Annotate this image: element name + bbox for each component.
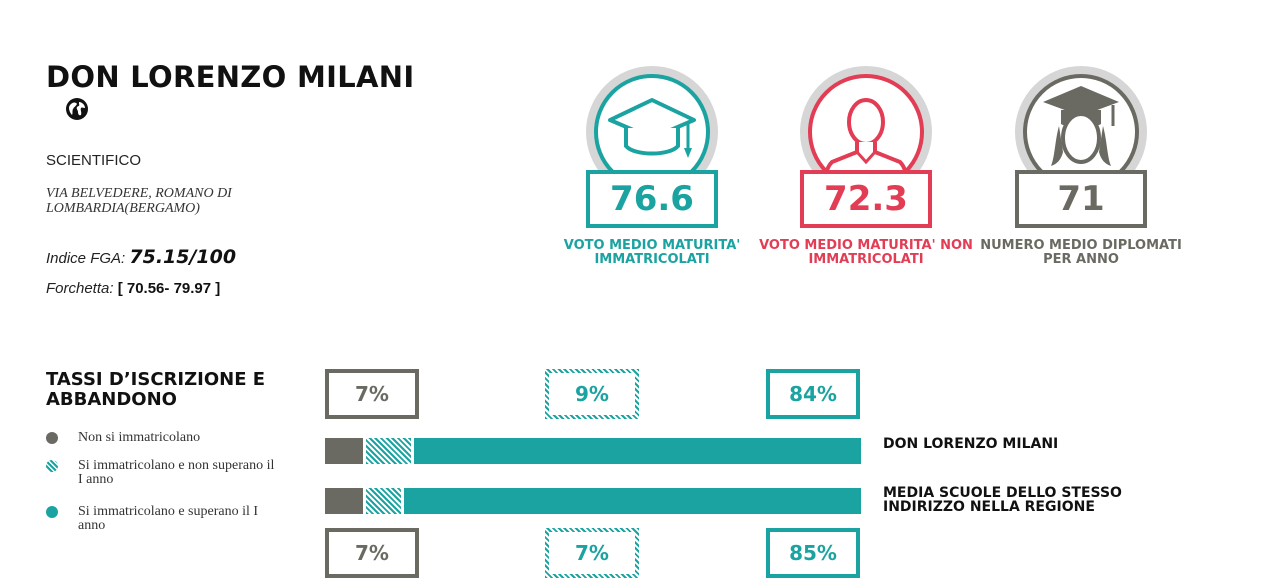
legend-dot [46,506,58,518]
bar-segment-superano [404,488,861,514]
pct-label-abbandono-text: 7% [549,532,635,574]
fga-label: Indice FGA: [46,250,126,267]
stat-value: 76.6 [586,170,718,228]
stat-label: NUMERO MEDIO DIPLOMATI PER ANNO [980,238,1182,267]
bar-label-school: DON LORENZO MILANI [883,436,1059,452]
graduation-cap-icon [582,66,722,190]
fga-index: Indice FGA: 75.15/100 [46,246,236,268]
globe-icon[interactable] [64,96,90,122]
fga-value: 75.15/100 [129,246,237,268]
person-icon [800,66,932,190]
bar-segment-non-immatricolano [325,488,363,514]
section-title: TASSI D’ISCRIZIONE E ABBANDONO [46,369,266,410]
legend-label: Non si immatricolano [78,430,201,445]
bar-segment-abbandono [366,438,411,464]
graduate-person-icon [1015,66,1147,190]
school-name: DON LORENZO MILANI [46,60,415,94]
bar-segment-superano [414,438,861,464]
bar-regional-average [325,488,861,514]
pct-label-superano: 85% [766,528,860,578]
fork-range: Forchetta: [ 70.56- 79.97 ] [46,280,220,297]
stat-label: VOTO MEDIO MATURITA' NON IMMATRICOLATI [759,238,973,267]
legend-label: Si immatricolano e non superano il I ann… [78,458,275,487]
bar-segment-non-immatricolano [325,438,363,464]
stat-value: 71 [1015,170,1147,228]
pct-label-non-immatricolano: 7% [325,528,419,578]
pct-label-superano: 84% [766,369,860,419]
school-type: SCIENTIFICO [46,152,142,169]
stat-value: 72.3 [800,170,932,228]
pct-label-abbandono: 9% [545,369,639,419]
pct-label-abbandono: 7% [545,528,639,578]
fork-value: [ 70.56- 79.97 ] [117,280,221,297]
legend-dot [46,432,58,444]
school-address: VIA BELVEDERE, ROMANO DI LOMBARDIA(BERGA… [46,186,232,216]
legend-label: Si immatricolano e superano il I anno [78,504,259,533]
fork-label: Forchetta: [46,280,114,297]
legend-dot-hatched [46,460,58,472]
pct-label-abbandono-text: 9% [549,373,635,415]
bar-segment-abbandono [366,488,401,514]
pct-label-non-immatricolano: 7% [325,369,419,419]
bar-school [325,438,861,464]
stat-label: VOTO MEDIO MATURITA' IMMATRICOLATI [563,238,741,267]
bar-label-regional-average: MEDIA SCUOLE DELLO STESSO INDIRIZZO NELL… [883,485,1122,515]
